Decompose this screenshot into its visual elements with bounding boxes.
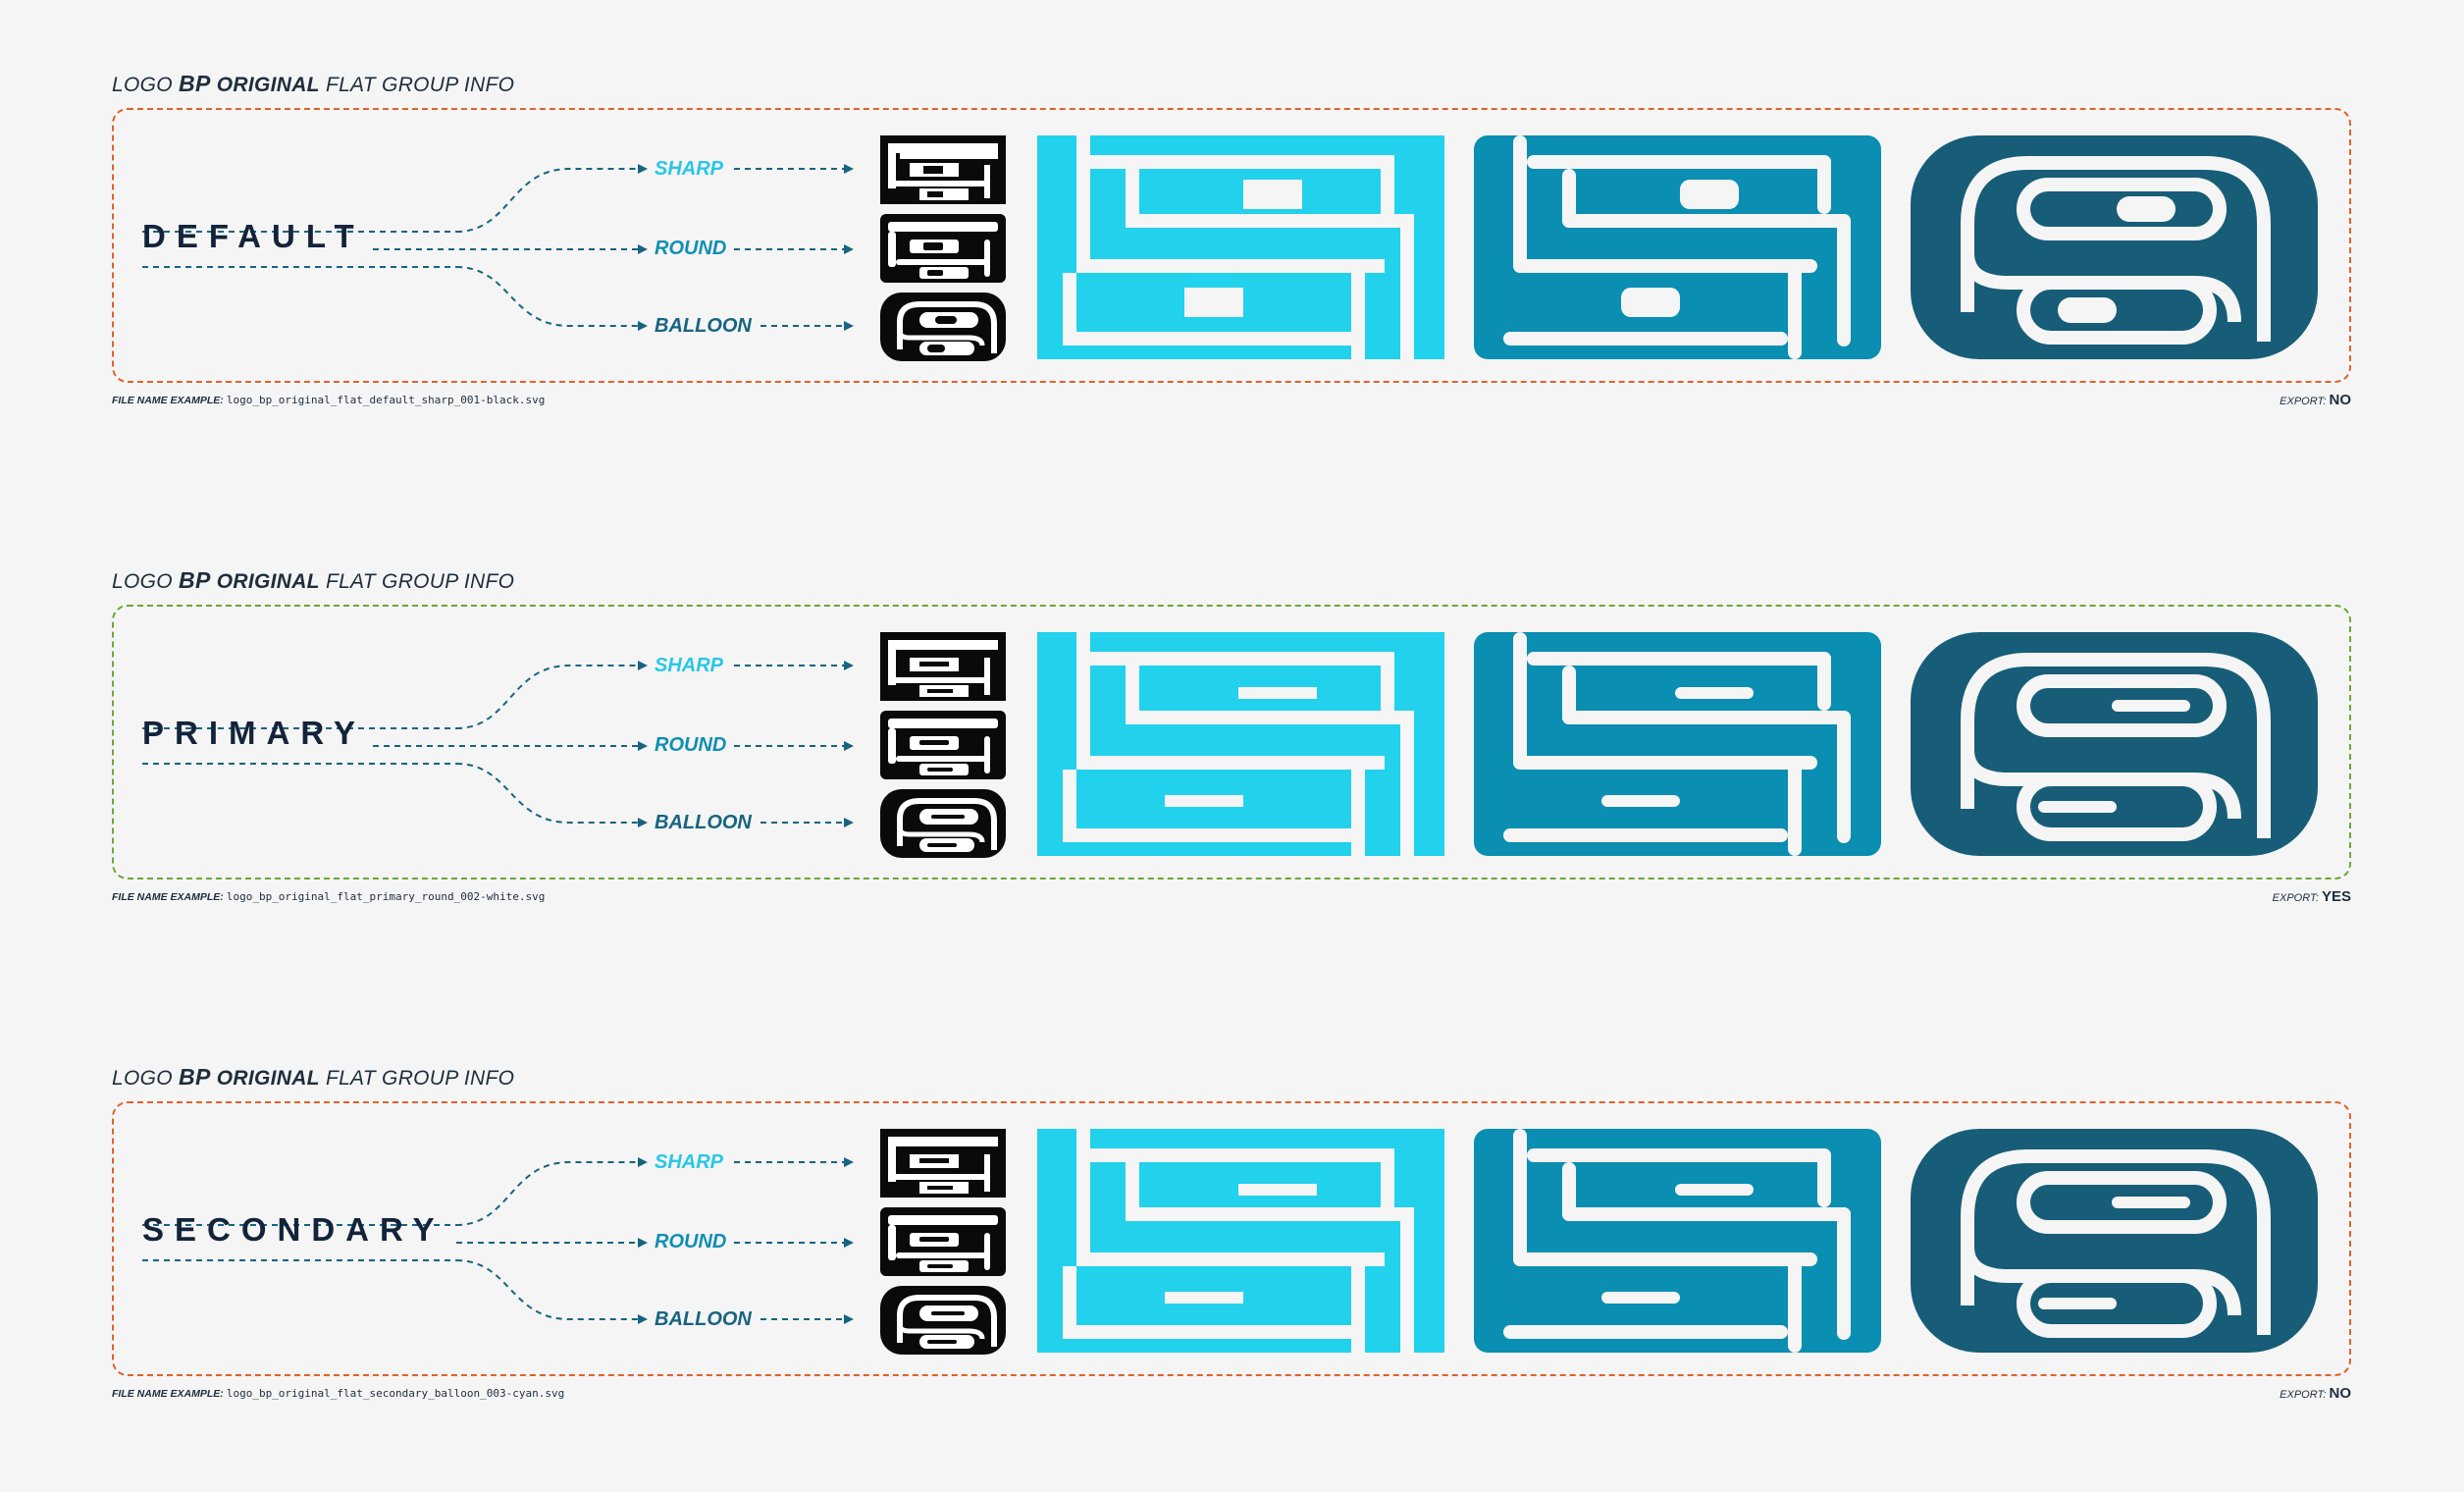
- mini-logo-round: [880, 214, 1006, 283]
- variant-label: PRIMARY: [142, 715, 366, 751]
- branch-connectors: [142, 661, 854, 827]
- logo-previews: [880, 135, 2318, 361]
- logo-previews: [880, 632, 2318, 858]
- style-label-balloon: BALLOON: [655, 1308, 752, 1330]
- mini-logo-round: [880, 711, 1006, 779]
- logo-previews: [880, 1129, 2318, 1355]
- export-status: EXPORT: NO: [2280, 392, 2351, 408]
- mini-logo-sharp: [880, 632, 1006, 701]
- mini-logo-balloon: [880, 1286, 1006, 1355]
- logo-balloon-navy: [1911, 135, 2318, 359]
- mini-logo-sharp: [880, 135, 1006, 204]
- style-label-sharp: SHARP: [655, 158, 724, 180]
- style-label-balloon: BALLOON: [655, 812, 752, 833]
- group-title: LOGO BP ORIGINAL FLAT GROUP INFO: [112, 567, 515, 593]
- mini-logo-balloon: [880, 293, 1006, 361]
- style-label-round: ROUND: [655, 1231, 727, 1252]
- logo-round-teal: [1474, 632, 1881, 856]
- group-frame: [112, 108, 2351, 383]
- export-status: EXPORT: NO: [2280, 1385, 2351, 1402]
- variant-label: SECONDARY: [142, 1211, 446, 1248]
- logo-round-teal: [1474, 135, 1881, 359]
- export-status: EXPORT: YES: [2272, 888, 2351, 905]
- logo-group-primary: LOGO BP ORIGINAL FLAT GROUP INFO PRIMARY…: [0, 567, 2464, 980]
- logo-group-default: LOGO BP ORIGINAL FLAT GROUP INFO DEFAULT…: [0, 71, 2464, 483]
- logo-sharp-cyan: [1037, 1129, 1444, 1353]
- file-name-example: FILE NAME EXAMPLE: logo_bp_original_flat…: [112, 890, 546, 903]
- mini-logo-sharp: [880, 1129, 1006, 1198]
- group-frame: [112, 1101, 2351, 1376]
- group-frame: [112, 605, 2351, 879]
- style-label-balloon: BALLOON: [655, 315, 752, 337]
- style-label-round: ROUND: [655, 734, 727, 756]
- logo-group-secondary: LOGO BP ORIGINAL FLAT GROUP INFO SECONDA…: [0, 1064, 2464, 1476]
- variant-label: DEFAULT: [142, 218, 365, 254]
- logo-balloon-navy: [1911, 1129, 2318, 1353]
- logo-sharp-cyan: [1037, 135, 1444, 359]
- style-label-sharp: SHARP: [655, 1151, 724, 1173]
- mini-logo-balloon: [880, 789, 1006, 858]
- file-name-example: FILE NAME EXAMPLE: logo_bp_original_flat…: [112, 1387, 565, 1400]
- branch-connectors: [142, 164, 854, 331]
- logo-sharp-cyan: [1037, 632, 1444, 856]
- logo-round-teal: [1474, 1129, 1881, 1353]
- style-label-sharp: SHARP: [655, 655, 724, 676]
- style-label-round: ROUND: [655, 238, 727, 259]
- file-name-example: FILE NAME EXAMPLE: logo_bp_original_flat…: [112, 394, 546, 406]
- branch-connectors: [142, 1157, 854, 1324]
- mini-logo-round: [880, 1207, 1006, 1276]
- group-title: LOGO BP ORIGINAL FLAT GROUP INFO: [112, 71, 515, 96]
- group-title: LOGO BP ORIGINAL FLAT GROUP INFO: [112, 1064, 515, 1090]
- logo-balloon-navy: [1911, 632, 2318, 856]
